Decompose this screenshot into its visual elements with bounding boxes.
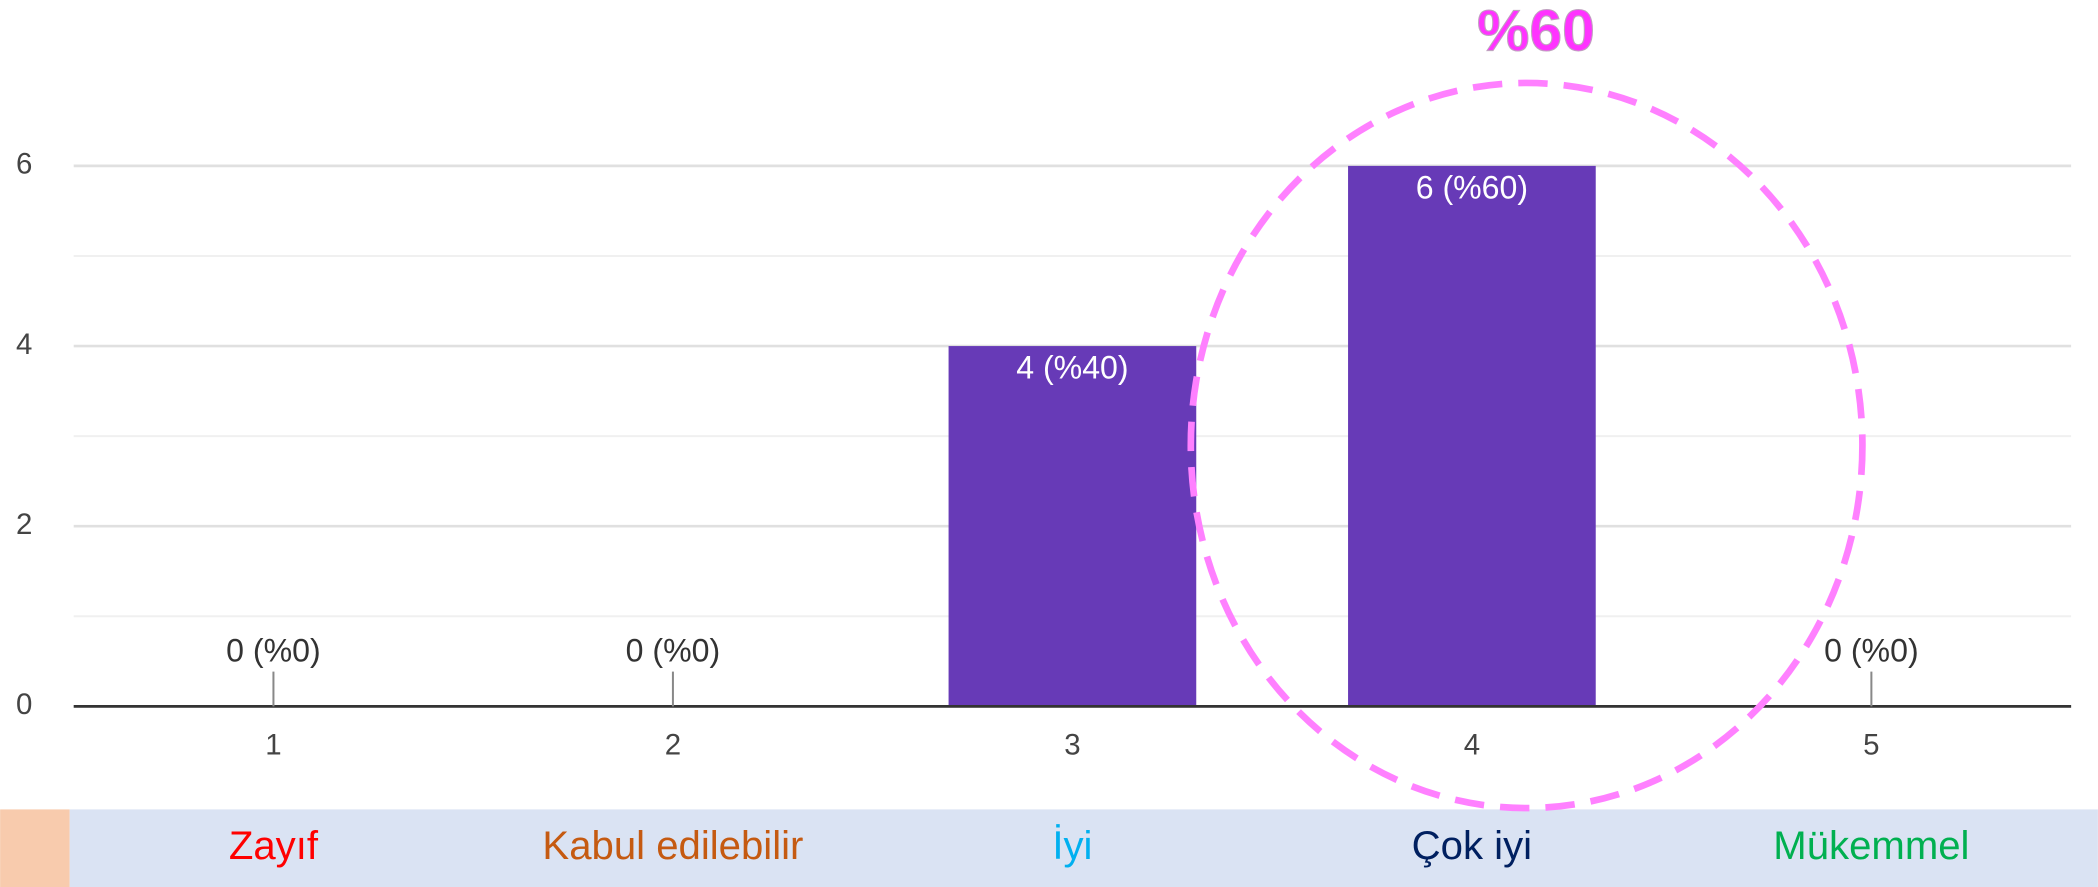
y-tick-label: 4 (16, 328, 32, 361)
value-label: 0 (%0) (226, 632, 321, 668)
value-label: 4 (%40) (1016, 350, 1128, 386)
scale-label: İyi (1052, 823, 1092, 868)
y-tick-label: 2 (16, 508, 32, 541)
x-tick-label: 1 (265, 728, 281, 761)
x-tick-label: 4 (1464, 728, 1480, 761)
value-label: 0 (%0) (626, 632, 721, 668)
scale-label: Mükemmel (1773, 823, 1969, 868)
highlight-circle (1187, 79, 1866, 812)
bars (948, 165, 1596, 707)
x-tick-label: 3 (1064, 728, 1080, 761)
scale-label: Çok iyi (1412, 823, 1532, 868)
value-label: 0 (%0) (1824, 632, 1919, 668)
scale-label: Kabul edilebilir (542, 823, 803, 868)
annotation: %60 (1477, 0, 1595, 63)
bar (948, 346, 1197, 707)
bar (1348, 165, 1596, 707)
x-tick-label: 2 (665, 728, 681, 761)
x-tick-label: 5 (1863, 728, 1879, 761)
scale-band (69, 809, 2098, 887)
value-label: 6 (%60) (1416, 169, 1528, 205)
y-tick-label: 0 (16, 688, 32, 721)
y-tick-label: 6 (16, 148, 32, 181)
scale-label: Zayıf (229, 823, 319, 868)
band-accent (0, 809, 70, 887)
